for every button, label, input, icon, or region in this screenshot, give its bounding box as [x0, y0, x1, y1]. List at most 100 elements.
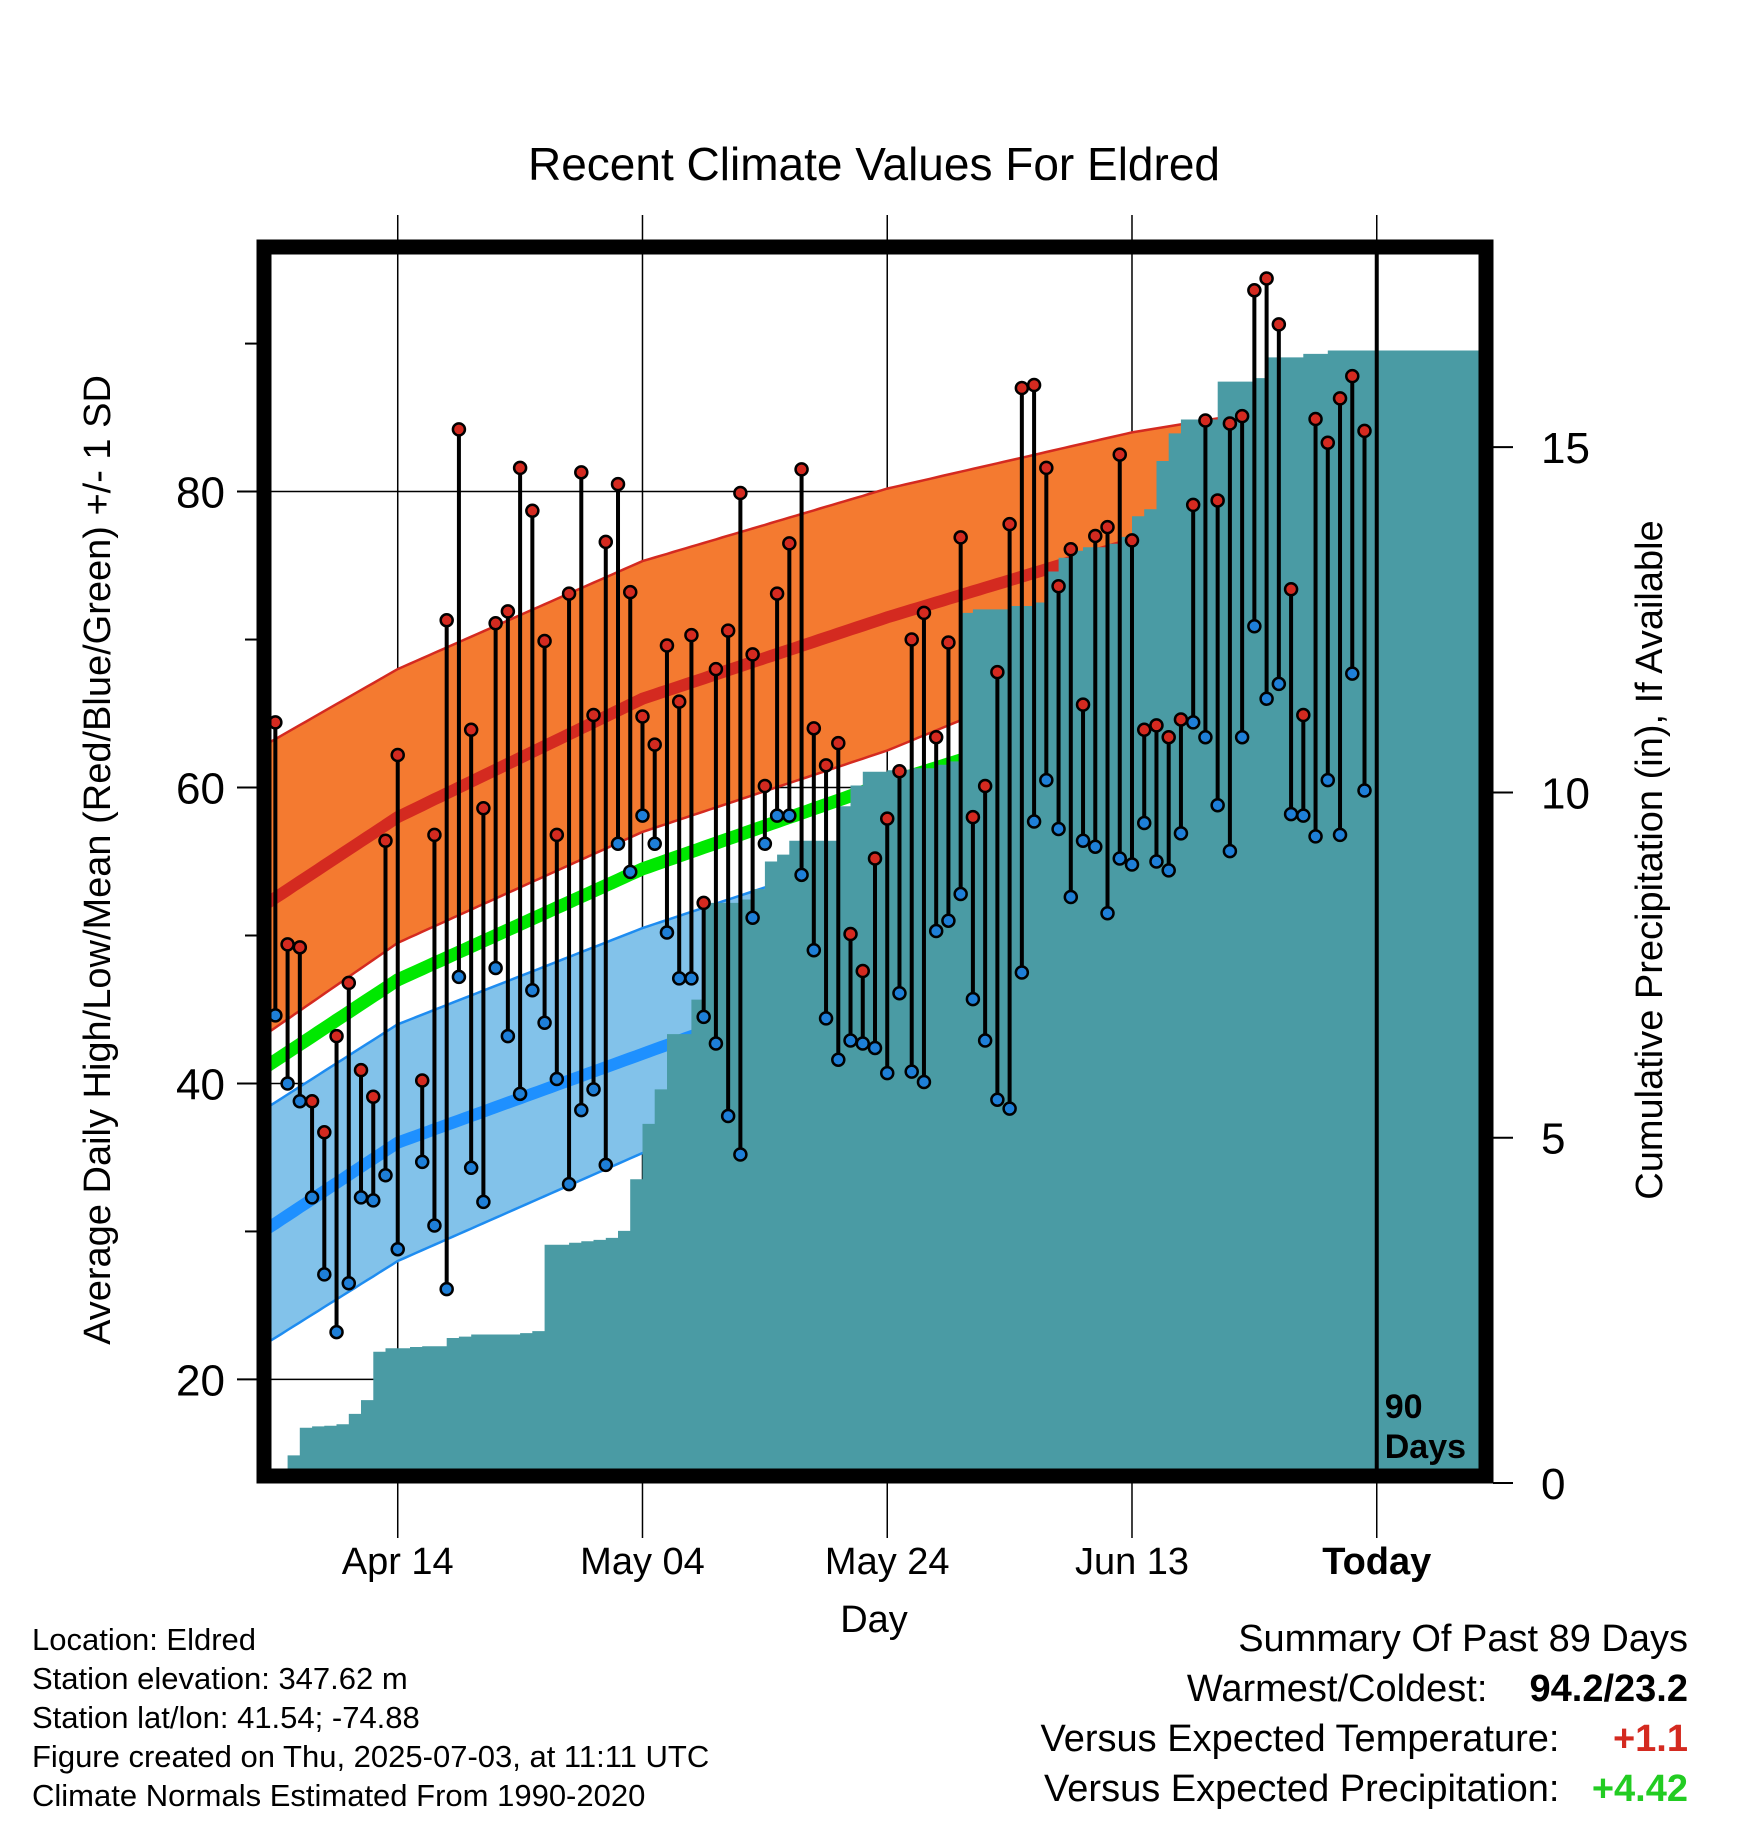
- warm-cold-label: Warmest/Coldest:: [1186, 1668, 1488, 1710]
- daily-high-point: [1259, 271, 1274, 286]
- daily-low-point: [574, 1102, 589, 1118]
- daily-high-point: [696, 895, 711, 911]
- daily-low-point: [549, 1071, 565, 1087]
- daily-low-point: [439, 1281, 454, 1297]
- daily-high-point: [928, 729, 944, 745]
- daily-high-point: [867, 851, 883, 866]
- y-axis-label: Average Daily High/Low/Mean (Red/Blue/Gr…: [77, 375, 119, 1345]
- daily-low-point: [831, 1052, 846, 1068]
- daily-low-point: [733, 1147, 748, 1162]
- daily-low-point: [463, 1160, 479, 1176]
- daily-high-point: [304, 1093, 320, 1109]
- daily-high-point: [1051, 579, 1066, 594]
- daily-high-point: [916, 605, 932, 621]
- daily-high-point: [745, 647, 760, 662]
- daily-high-point: [904, 632, 919, 647]
- daily-low-point: [292, 1093, 308, 1109]
- daily-low-point: [1259, 691, 1274, 706]
- summary-precip: Versus Expected Precipitation: +4.42: [1041, 1764, 1688, 1814]
- chart-title: Recent Climate Values For Eldred: [528, 138, 1220, 190]
- daily-high-point: [500, 604, 516, 619]
- daily-high-point: [818, 758, 834, 773]
- daily-high-point: [977, 778, 993, 794]
- daily-high-point: [1320, 435, 1336, 450]
- station-info: Location: Eldred Station elevation: 347.…: [32, 1620, 709, 1815]
- daily-low-point: [916, 1074, 932, 1090]
- y-tick-label: 80: [176, 469, 225, 518]
- daily-high-point: [1332, 391, 1348, 406]
- daily-low-point: [843, 1033, 858, 1048]
- daily-low-point: [782, 808, 797, 823]
- daily-high-point: [1026, 377, 1042, 393]
- daily-low-point: [1320, 772, 1336, 788]
- daily-high-point: [1149, 718, 1164, 733]
- daily-low-point: [476, 1194, 491, 1210]
- daily-high-point: [1296, 707, 1311, 723]
- daily-low-point: [586, 1082, 601, 1097]
- daily-high-point: [990, 664, 1005, 680]
- daily-high-point: [769, 586, 785, 601]
- daily-low-point: [1332, 827, 1348, 843]
- daily-low-point: [366, 1193, 381, 1208]
- daily-high-point: [317, 1125, 332, 1140]
- daily-low-point: [1247, 618, 1262, 634]
- axes: 20 40 60 80 0 5 10 15 Apr 14 May 04 May 24 Jun 13 To…: [176, 215, 1590, 1583]
- daily-high-point: [1088, 528, 1103, 544]
- daily-high-point: [708, 661, 724, 677]
- y2-tick-label: 0: [1541, 1460, 1565, 1509]
- daily-high-point: [622, 584, 638, 600]
- y2-tick-label: 10: [1541, 769, 1590, 818]
- plot-border: [256, 239, 1494, 1484]
- summary-panel: Summary Of Past 89 Days Warmest/Coldest:…: [1041, 1614, 1688, 1814]
- daily-high-point: [414, 1073, 430, 1088]
- daily-high-point: [1308, 411, 1323, 427]
- daily-low-point: [304, 1190, 320, 1205]
- daily-high-point: [684, 627, 699, 643]
- daily-high-point: [1014, 380, 1030, 396]
- daily-low-point: [1222, 843, 1238, 859]
- daily-high-point: [733, 485, 748, 501]
- daily-low-point: [855, 1036, 871, 1051]
- daily-high-point: [720, 623, 736, 638]
- daily-low-point: [659, 925, 675, 940]
- daily-low-point: [1051, 821, 1066, 837]
- daily-low-point: [818, 1011, 834, 1026]
- daily-low-point: [647, 836, 662, 851]
- daily-high-point: [1124, 533, 1140, 548]
- daily-high-point: [586, 707, 601, 723]
- daily-low-point: [353, 1190, 369, 1205]
- daily-low-point: [708, 1036, 724, 1051]
- daily-high-point: [659, 638, 675, 653]
- daily-high-point: [1100, 519, 1115, 535]
- daily-low-point: [1271, 676, 1287, 692]
- daily-high-point: [525, 503, 540, 519]
- daily-high-point: [879, 811, 895, 826]
- x-axis-label: Day: [840, 1599, 908, 1641]
- daily-high-point: [1210, 493, 1225, 508]
- daily-low-point: [769, 808, 785, 823]
- daily-low-point: [1198, 729, 1213, 745]
- daily-high-point: [463, 722, 479, 738]
- y-tick-label: 60: [176, 765, 225, 814]
- daily-low-point: [1014, 965, 1030, 980]
- daily-low-point: [720, 1108, 736, 1124]
- daily-high-point: [1247, 283, 1262, 298]
- daily-low-point: [671, 971, 687, 986]
- daily-high-point: [1136, 722, 1152, 738]
- daily-low-point: [329, 1324, 344, 1340]
- y-tick-label: 40: [176, 1060, 225, 1109]
- daily-low-point: [745, 910, 760, 925]
- elevation-text: Station elevation: 347.62 m: [32, 1661, 408, 1696]
- daily-high-point: [1198, 413, 1213, 428]
- daily-low-point: [953, 886, 968, 902]
- daily-low-point: [1088, 839, 1103, 854]
- daily-high-point: [806, 721, 822, 736]
- x-tick-label: May 04: [580, 1541, 705, 1583]
- daily-low-point: [1136, 815, 1152, 831]
- daily-high-point: [512, 460, 528, 476]
- daily-low-point: [635, 808, 650, 823]
- daily-high-point: [439, 613, 454, 628]
- warm-cold-value: 94.2/23.2: [1529, 1668, 1688, 1710]
- daily-low-point: [390, 1241, 405, 1257]
- daily-high-point: [647, 737, 662, 752]
